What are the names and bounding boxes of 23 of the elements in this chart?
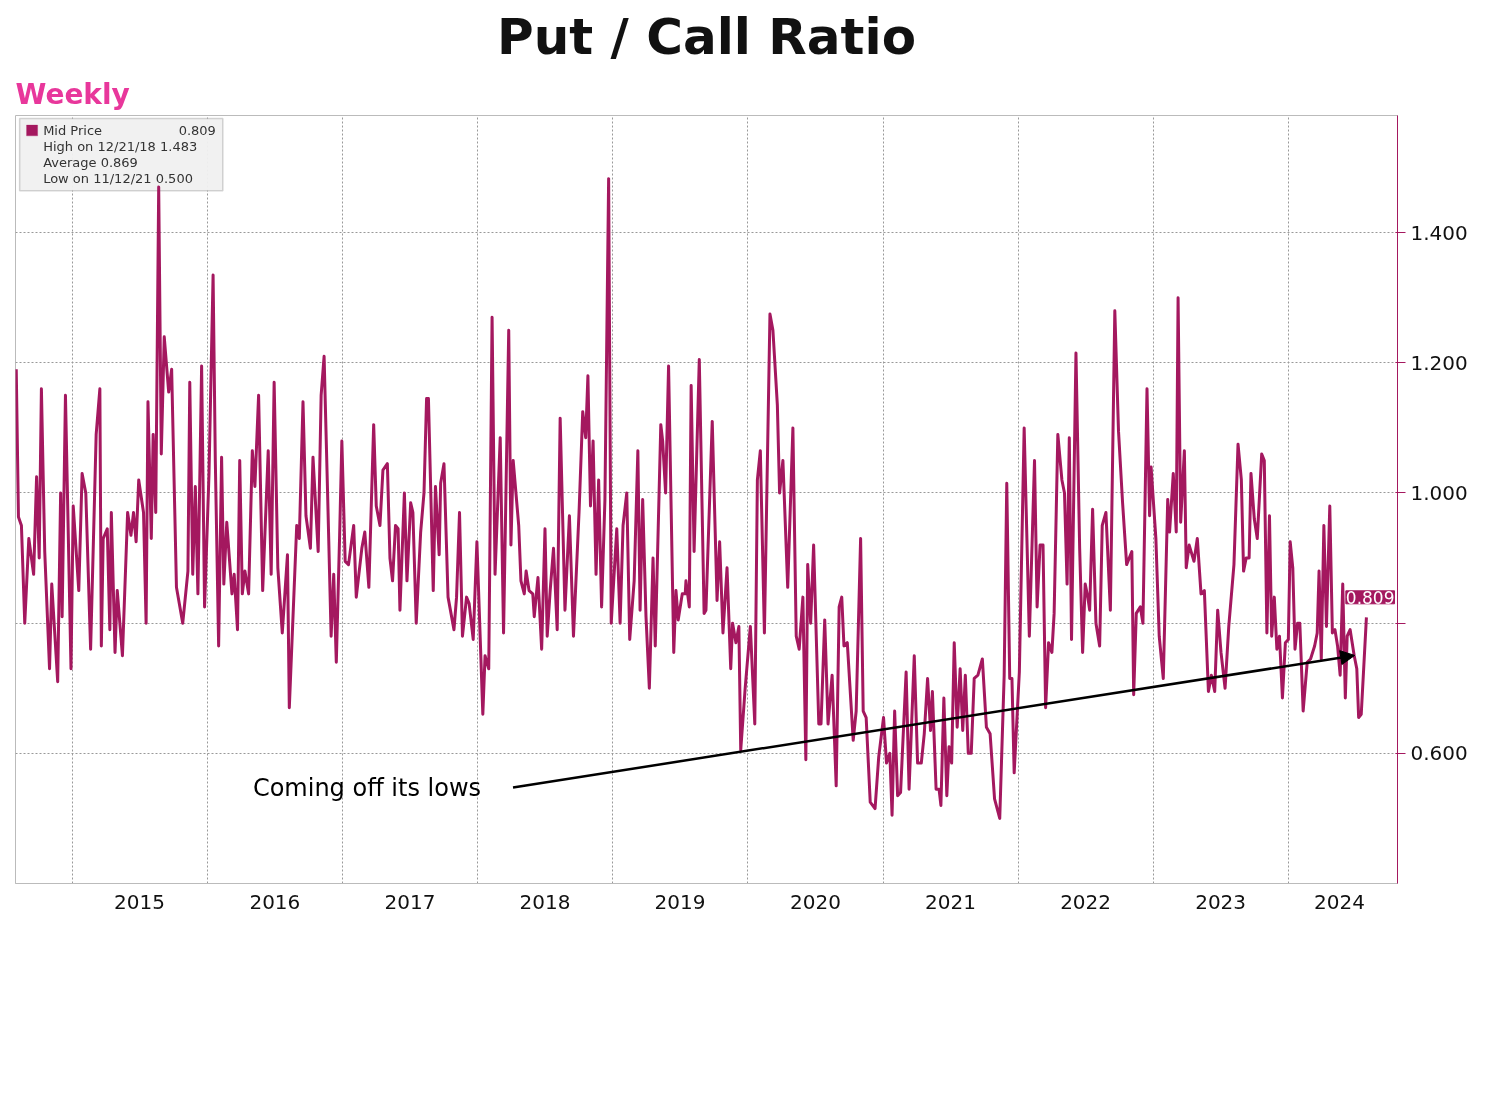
- x-tick-label: 2019: [654, 889, 706, 914]
- x-tick-label: 2017: [384, 889, 436, 914]
- x-tick-label: 2016: [249, 889, 301, 914]
- chart-title: Put / Call Ratio: [497, 7, 916, 66]
- chart-subtitle: Weekly: [15, 77, 130, 111]
- y-tick-label: 1.200: [1410, 350, 1468, 375]
- x-tick-label: 2024: [1313, 889, 1365, 914]
- x-tick-label: 2018: [519, 889, 571, 914]
- annotation: 0.809: [178, 122, 216, 138]
- annotation: Coming off its lows: [252, 773, 482, 802]
- y-tick-label: 0.600: [1410, 741, 1468, 766]
- annotation: Low on 11/12/21 0.500: [43, 171, 193, 187]
- y-tick-label: 1.400: [1410, 220, 1468, 245]
- x-tick-label: 2021: [925, 889, 976, 914]
- annotation: High on 12/21/18 1.483: [43, 139, 198, 155]
- annotation: 0.809: [1345, 587, 1395, 608]
- annotation: Average 0.869: [43, 155, 138, 171]
- x-tick-label: 2015: [114, 889, 165, 914]
- x-tick-label: 2020: [790, 889, 841, 914]
- x-tick-label: 2023: [1195, 889, 1247, 914]
- y-tick-label: 1.000: [1410, 480, 1468, 505]
- legend-label: Mid Price: [43, 122, 103, 138]
- x-tick-label: 2022: [1060, 889, 1112, 914]
